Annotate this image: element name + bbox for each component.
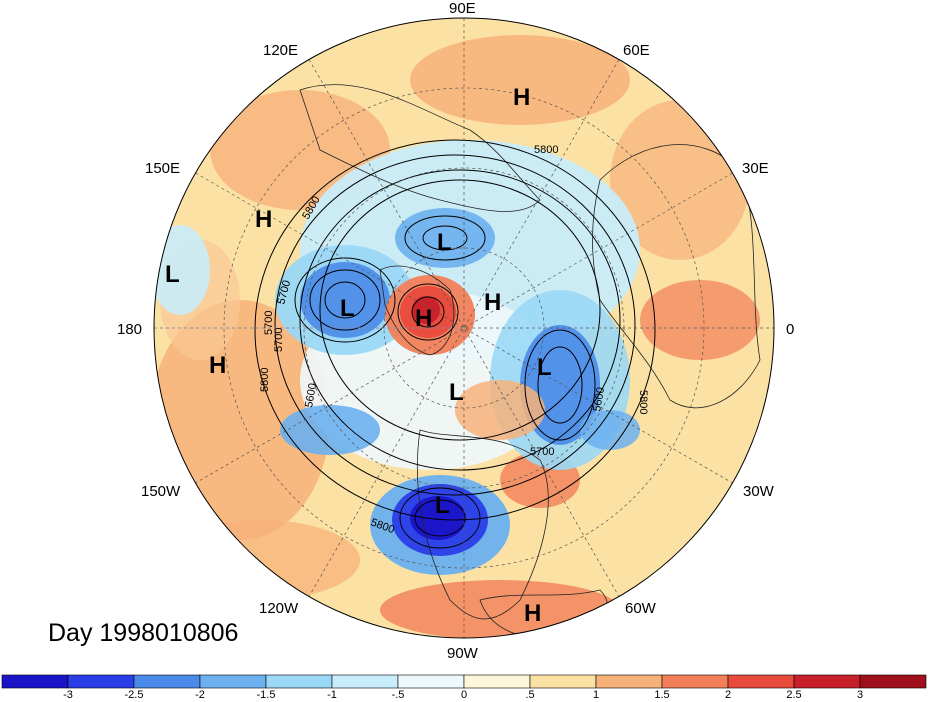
lon-label-0: 0 [786, 321, 794, 338]
lon-label-60e: 60E [623, 42, 650, 59]
colorbar-tick-label: -3 [63, 689, 73, 701]
contour-label: 5800 [259, 368, 271, 392]
high-center-marker: H [209, 352, 226, 379]
pressure-centers: H H L L L H H H L L L H [165, 84, 552, 627]
low-center-marker: L [537, 354, 552, 381]
contour-label: 5600 [591, 386, 607, 412]
contour-label: 5700 [263, 311, 275, 335]
colorbar-swatch [727, 674, 795, 689]
colorbar-tick-label: 1 [593, 689, 599, 701]
lon-label-150w: 150W [141, 483, 181, 500]
colorbar-tick-label: -2 [195, 689, 205, 701]
colorbar-swatch [331, 674, 399, 689]
low-center-marker: L [435, 492, 450, 519]
colorbar: -3 -2.5 -2 -1.5 -1 -.5 0 .5 1 1.5 2 2.5 3 [1, 674, 927, 701]
high-center-marker: H [415, 305, 432, 332]
lon-label-30w: 30W [743, 483, 775, 500]
colorbar-tick-label: 3 [857, 689, 863, 701]
map-border [153, 17, 775, 639]
lon-label-150e: 150E [145, 160, 180, 177]
lon-label-180: 180 [117, 321, 142, 338]
high-center-marker: H [513, 84, 530, 111]
colorbar-tick-label: .5 [525, 689, 534, 701]
colorbar-swatch [265, 674, 333, 689]
lon-label-30e: 30E [742, 160, 769, 177]
high-center-marker: H [524, 600, 541, 627]
low-center-marker: L [449, 379, 464, 406]
colorbar-swatch [199, 674, 267, 689]
colorbar-tick-label: -.5 [392, 689, 405, 701]
high-center-marker: H [484, 289, 501, 316]
colorbar-tick-label: 2.5 [786, 689, 801, 701]
lon-label-60w: 60W [625, 600, 657, 617]
lon-label-90w: 90W [447, 645, 479, 662]
colorbar-swatch [1, 674, 69, 689]
colorbar-swatch [595, 674, 663, 689]
longitude-labels: 90E 120E 60E 150E 30E 180 0 150W 30W 120… [117, 0, 794, 662]
colorbar-tick-label: 0 [461, 689, 467, 701]
contour-label: 5700 [530, 446, 554, 458]
contour-label: 5700 [273, 328, 285, 352]
low-center-marker: L [165, 261, 180, 288]
colorbar-tick-label: 2 [725, 689, 731, 701]
height-contours [254, 139, 656, 549]
date-title: Day 1998010806 [48, 619, 239, 647]
colorbar-swatch [793, 674, 861, 689]
colorbar-tick-label: 1.5 [654, 689, 669, 701]
colorbar-swatch [133, 674, 201, 689]
lon-label-90e: 90E [449, 0, 476, 17]
lon-label-120e: 120E [263, 42, 298, 59]
contour-label: 5800 [534, 144, 558, 156]
lon-label-120w: 120W [259, 600, 299, 617]
low-center-marker: L [437, 229, 452, 256]
low-center-marker: L [340, 295, 355, 322]
colorbar-tick-label: -1.5 [257, 689, 276, 701]
colorbar-swatch [463, 674, 531, 689]
colorbar-swatch [859, 674, 927, 689]
colorbar-swatch [67, 674, 135, 689]
high-center-marker: H [255, 206, 272, 233]
colorbar-swatch [661, 674, 729, 689]
contour-label: 5800 [637, 390, 649, 414]
colorbar-tick-label: -2.5 [125, 689, 144, 701]
colorbar-swatch [397, 674, 465, 689]
colorbar-swatch [529, 674, 597, 689]
colorbar-tick-label: -1 [327, 689, 337, 701]
contour-label: 5600 [303, 382, 319, 408]
